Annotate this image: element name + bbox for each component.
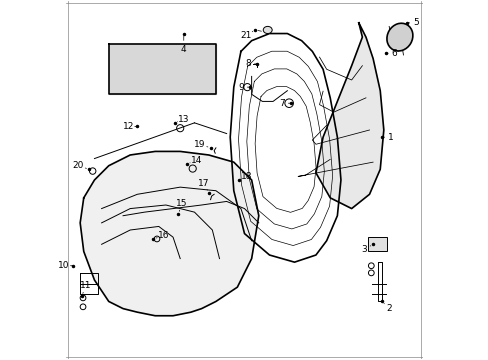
Text: 9: 9 — [238, 83, 244, 92]
Text: 18: 18 — [240, 172, 251, 181]
Text: 5: 5 — [412, 18, 418, 27]
Text: 8: 8 — [244, 59, 250, 68]
Text: 12: 12 — [122, 122, 134, 131]
Text: 7: 7 — [279, 99, 285, 108]
Text: 4: 4 — [181, 45, 186, 54]
Polygon shape — [108, 44, 216, 94]
Ellipse shape — [386, 23, 412, 51]
Polygon shape — [315, 23, 383, 208]
Text: 1: 1 — [387, 132, 393, 141]
Text: 19: 19 — [194, 140, 205, 149]
Text: 3: 3 — [361, 245, 366, 254]
Text: 15: 15 — [176, 199, 187, 208]
Text: 17: 17 — [197, 179, 209, 188]
Text: 6: 6 — [391, 49, 397, 58]
Text: 20: 20 — [73, 161, 84, 170]
Text: 2: 2 — [386, 304, 391, 313]
Text: 14: 14 — [190, 156, 202, 165]
Text: 10: 10 — [58, 261, 70, 270]
Ellipse shape — [263, 26, 272, 33]
Text: 13: 13 — [178, 115, 189, 124]
Polygon shape — [80, 152, 258, 316]
Text: 21: 21 — [240, 31, 251, 40]
FancyBboxPatch shape — [367, 237, 386, 251]
Text: 11: 11 — [80, 281, 91, 290]
Text: 16: 16 — [158, 231, 169, 240]
